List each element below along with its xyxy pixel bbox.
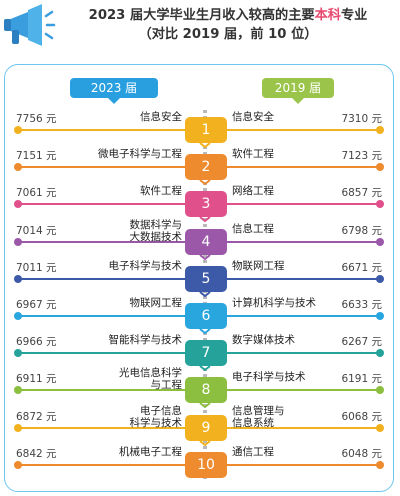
left-dot [14, 423, 22, 432]
major-2023: 微电子科学与工程 [98, 148, 182, 161]
major-2023: 信息安全 [140, 111, 182, 123]
chevron-down-icon [199, 142, 211, 149]
major-2019: 计算机科学与技术 [232, 297, 316, 309]
ranking-row: 7756 元 7310 元信息安全 信息安全 1 [0, 111, 400, 149]
major-2023: 电子科学与技术 [108, 259, 183, 272]
value-2019: 7310 元 [341, 113, 382, 125]
ranking-row: 7151 元 7123 元 微电子科学与工程 软件工程 2 [0, 148, 400, 186]
major-2019: 通信工程 [232, 445, 274, 458]
rank-badge: 9 [185, 414, 227, 441]
rank-badge: 4 [185, 228, 227, 255]
major-2023: 电子信息 科学与技术 [129, 404, 183, 429]
major-2023: 软件工程 [140, 185, 182, 198]
right-dot [376, 274, 384, 283]
ranking-row: 7011 元 6671 元 电子科学与技术 物联网工程 5 [0, 259, 400, 298]
right-dot [376, 237, 384, 246]
value-2023: 6967 元 [16, 299, 57, 311]
value-2019: 6798 元 [341, 224, 382, 237]
chevron-down-icon [199, 253, 211, 260]
major-2019: 网络工程 [232, 185, 274, 198]
major-2019: 物联网工程 [232, 259, 285, 272]
left-dot [14, 386, 22, 395]
ranking-row: 6872 元 6068 元 电子信息 科学与技术 信息管理与 信息系统 9 [0, 405, 400, 446]
left-dot [14, 126, 22, 134]
rank-badge: 6 [185, 303, 227, 329]
value-2023: 6966 元 [16, 336, 57, 349]
chevron-down-icon [199, 439, 211, 446]
value-2019: 6191 元 [341, 373, 382, 386]
right-dot [376, 126, 384, 134]
header-2023: 2023 届 [70, 78, 158, 104]
left-dot [14, 274, 22, 283]
value-2023: 7061 元 [16, 187, 57, 200]
right-dot [376, 349, 384, 358]
major-2019: 信息管理与 信息系统 [232, 404, 285, 429]
left-dot [14, 237, 22, 246]
value-2023: 7151 元 [16, 150, 57, 163]
chevron-down-icon [199, 365, 211, 372]
value-2019: 6267 元 [341, 336, 382, 349]
left-dot [14, 163, 22, 172]
major-2019: 电子科学与技术 [232, 371, 306, 384]
value-2019: 6068 元 [341, 410, 382, 423]
chevron-down-icon [199, 179, 211, 186]
left-dot [14, 200, 22, 209]
major-2023: 物联网工程 [129, 297, 183, 309]
megaphone-icon [4, 4, 56, 46]
value-2019: 6857 元 [341, 187, 382, 200]
rank-badge: 5 [185, 265, 227, 292]
ranking-row: 6911 元 6191 元 光电信息科学 与工程 电子科学与技术 8 [0, 367, 400, 409]
value-2023: 6872 元 [16, 410, 57, 423]
value-2019: 6633 元 [341, 299, 382, 311]
rank-badge: 3 [185, 191, 227, 218]
rank-badge: 7 [185, 340, 227, 367]
ranking-row: 6966 元 6267 元 智能科学与技术 数字媒体技术 7 [0, 334, 400, 372]
chevron-down-icon [199, 328, 211, 335]
right-dot [376, 163, 384, 172]
value-2023: 7756 元 [16, 113, 57, 125]
header-2019: 2019 届 [262, 78, 334, 104]
right-dot [376, 200, 384, 209]
rank-badge: 10 [185, 451, 227, 478]
major-2023: 数据科学与 大数据技术 [129, 218, 183, 243]
right-dot [376, 312, 384, 320]
value-2023: 6842 元 [16, 447, 57, 460]
left-dot [14, 349, 22, 358]
rank-badge: 1 [185, 117, 227, 143]
right-dot [376, 423, 384, 432]
value-2019: 6048 元 [341, 447, 382, 460]
value-2023: 7011 元 [16, 261, 57, 274]
major-2023: 智能科学与技术 [108, 334, 183, 347]
value-2019: 7123 元 [341, 150, 382, 163]
rank-badge: 2 [185, 154, 227, 181]
major-2023: 光电信息科学 与工程 [119, 367, 182, 392]
left-dot [14, 312, 22, 320]
value-2023: 6911 元 [16, 373, 57, 386]
ranking-row: 6842 元 6048 元 机械电子工程 通信工程 10 [0, 446, 400, 483]
ranking-row: 7061 元 6857 元 软件工程 网络工程 3 [0, 185, 400, 223]
left-dot [14, 460, 22, 469]
major-2019: 软件工程 [232, 148, 274, 161]
major-2023: 机械电子工程 [119, 445, 182, 458]
right-dot [376, 460, 384, 469]
major-2019: 信息工程 [232, 222, 274, 235]
right-dot [376, 386, 384, 395]
rank-badge: 8 [185, 377, 227, 404]
chart-title: 2023 届大学毕业生月收入较高的主要本科专业 （对比 2019 届，前 10 … [88, 8, 368, 42]
value-2019: 6671 元 [341, 261, 382, 274]
chevron-down-icon [199, 402, 211, 409]
ranking-row: 6967 元 6633 元 物联网工程 计算机科学与技术 6 [0, 297, 400, 335]
major-2019: 数字媒体技术 [232, 334, 295, 347]
value-2023: 7014 元 [16, 224, 57, 237]
chevron-down-icon [199, 291, 211, 298]
chevron-down-icon [199, 216, 211, 223]
major-2019: 信息安全 [232, 111, 274, 123]
ranking-row: 7014 元 6798 元 数据科学与 大数据技术 信息工程 4 [0, 219, 400, 260]
